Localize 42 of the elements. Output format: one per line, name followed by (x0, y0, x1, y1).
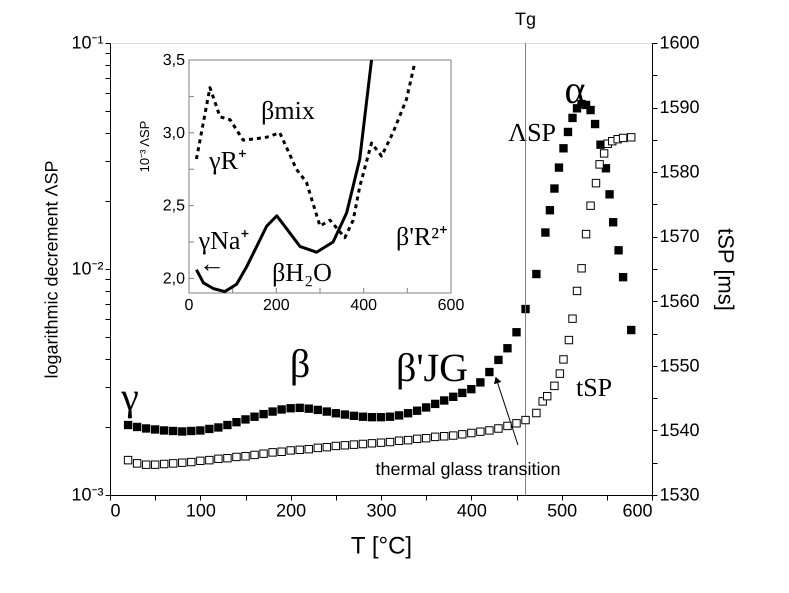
y-tick-label: 3,0 (162, 124, 186, 142)
y-tick-label: 10⁻¹ (71, 32, 104, 52)
y-tick-label: 10⁻² (71, 258, 104, 278)
x-tick-label: 300 (366, 500, 397, 520)
x-tick-label: 400 (350, 297, 378, 314)
annotation: β'R²⁺ (396, 222, 448, 251)
y-axis-title: logarithmic decrement ΛSP (41, 160, 62, 379)
x-tick-label: 600 (622, 500, 652, 520)
annotation: β (290, 341, 310, 386)
y-tick-label: 3,5 (162, 52, 186, 69)
y-axis-title: 10⁻³ ΛSP (137, 120, 152, 172)
x-tick-label: 100 (186, 500, 216, 520)
x-tick-label: 200 (276, 500, 306, 520)
y2-tick-label: 1580 (660, 162, 700, 182)
y2-tick-label: 1600 (660, 32, 700, 52)
y-tick-label: 10⁻³ (71, 484, 104, 504)
annotation: β'JG (396, 345, 468, 390)
y-tick-label: 2,5 (162, 198, 186, 215)
y2-axis-title: tSP [ms] (714, 228, 739, 311)
y2-tick-label: 1590 (660, 97, 700, 118)
x-tick-label: 600 (438, 297, 464, 314)
annotation: βmix (261, 96, 315, 125)
x-tick-label: 0 (184, 297, 194, 314)
series-label: ΛSP (508, 118, 556, 147)
ref-line-label: Tg (515, 9, 536, 29)
annotation: thermal glass transition (375, 459, 561, 479)
annotation: γR⁺ (208, 146, 247, 175)
annotation: βH₂O (272, 258, 332, 287)
x-tick-label: 400 (456, 500, 487, 520)
y-tick-label: 2,0 (162, 270, 186, 288)
y2-tick-label: 1560 (660, 290, 700, 311)
series-label: tSP (576, 373, 612, 402)
x-tick-label: 0 (110, 500, 121, 520)
x-axis-title: T [°C] (350, 532, 412, 560)
y2-tick-label: 1570 (660, 226, 700, 246)
x-tick-label: 200 (262, 297, 290, 314)
y2-tick-label: 1550 (660, 355, 700, 376)
annotation: γ (120, 374, 139, 419)
annotation: γNa⁺ (198, 226, 250, 255)
x-tick-label: 500 (547, 500, 578, 520)
y2-tick-label: 1530 (660, 484, 700, 504)
y2-tick-label: 1540 (660, 420, 700, 440)
